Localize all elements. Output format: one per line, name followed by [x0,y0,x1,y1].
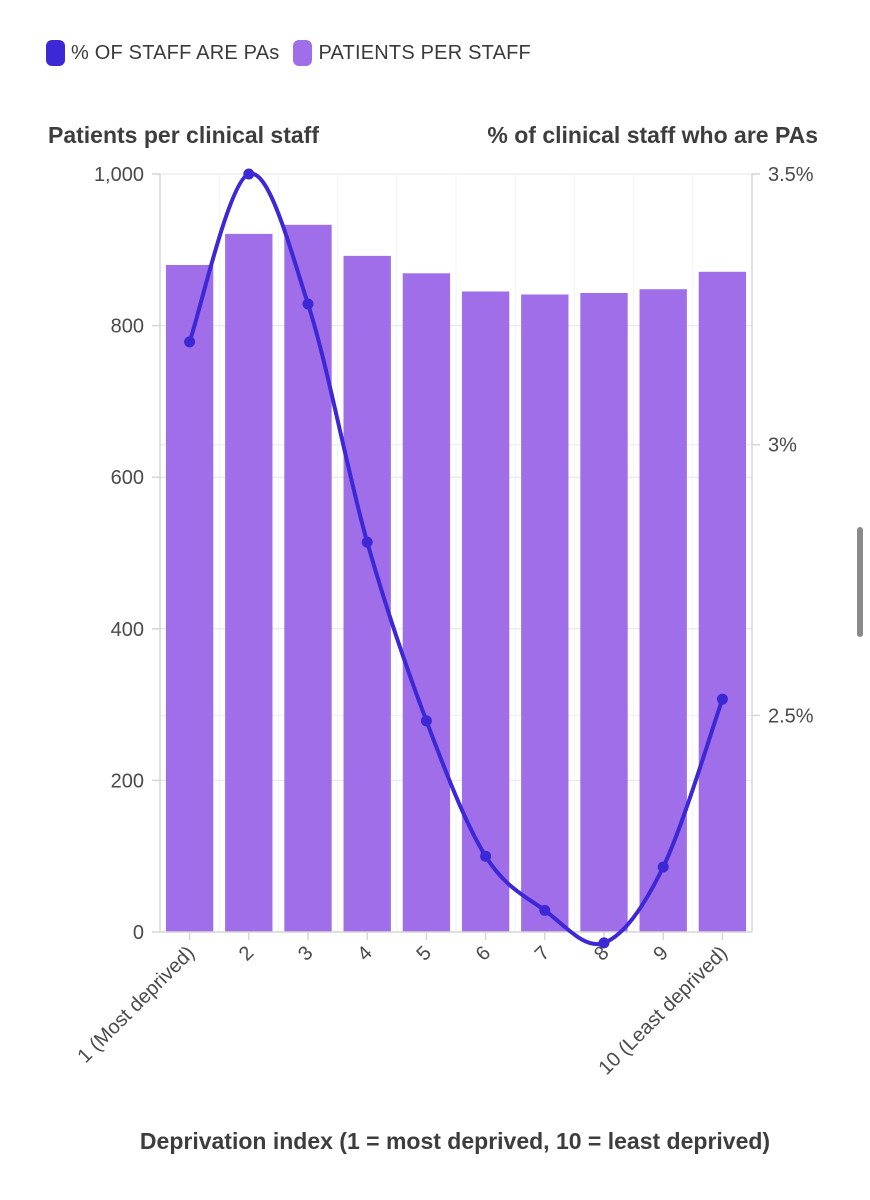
left-tick-label-3: 600 [111,467,144,489]
pa-share-point-9 [657,861,669,873]
left-tick-label-0: 0 [133,922,144,944]
bar-3 [284,224,332,932]
legend: % OF STAFF ARE PAs PATIENTS PER STAFF [46,40,545,66]
right-axis-title: % of clinical staff who are PAs [487,122,818,148]
bar-2 [225,233,273,932]
legend-label-pa-share: % OF STAFF ARE PAs [71,41,280,64]
left-tick-label-1: 200 [111,770,144,792]
x-tick-label-7: 7 [531,942,554,965]
x-tick-label-2: 2 [235,942,258,965]
bar-5 [402,273,451,933]
x-tick-label-6: 6 [472,942,495,965]
left-tick-label-5: 1,000 [94,164,144,186]
legend-item-patients-per-staff[interactable]: PATIENTS PER STAFF [293,40,531,66]
bar-6 [461,291,510,932]
legend-swatch-patients-per-staff [293,40,313,66]
right-tick-label-0: 2.5% [768,705,814,727]
right-tick-label-1: 3% [768,435,797,457]
page-scrollbar[interactable] [857,527,863,637]
left-tick-label-2: 400 [111,619,144,641]
pa-share-point-3 [302,298,314,310]
left-axis-title: Patients per clinical staff [48,122,319,148]
x-tick-label-9: 9 [649,942,672,965]
y-tick-labels: 0 200 400 600 800 1,000 2.5% 3% 3.5% [94,164,814,944]
pa-share-point-10 [716,693,728,705]
x-tick-labels: 1 (Most deprived) 2 3 4 5 6 7 8 910 (Least depri… [74,942,732,1079]
pa-share-point-6 [480,850,492,862]
bar-9 [639,289,687,932]
pa-share-point-7 [539,904,551,916]
left-tick-label-4: 800 [111,316,144,338]
bar-7 [521,294,569,933]
x-axis-title: Deprivation index (1 = most deprived, 10… [140,1128,770,1154]
x-tick-label-5: 5 [413,942,436,965]
pa-share-point-2 [243,168,255,180]
legend-label-patients-per-staff: PATIENTS PER STAFF [318,41,531,64]
x-tick-label-4: 4 [353,942,376,965]
bar-10 [698,271,747,933]
axes [152,173,760,940]
legend-swatch-pa-share [46,40,65,66]
x-tick-label-1: 1 (Most deprived) [74,942,200,1068]
bar-series [165,224,747,933]
bar-1 [165,264,214,933]
legend-item-pa-share[interactable]: % OF STAFF ARE PAs [46,40,279,66]
bar-8 [580,293,628,933]
line-series [184,168,728,949]
pa-share-point-1 [184,336,196,348]
right-tick-label-2: 3.5% [768,164,814,186]
x-tick-label-3: 3 [294,942,317,965]
pa-share-point-4 [361,536,373,548]
pa-share-point-8 [598,937,610,949]
pa-share-point-5 [420,715,432,727]
